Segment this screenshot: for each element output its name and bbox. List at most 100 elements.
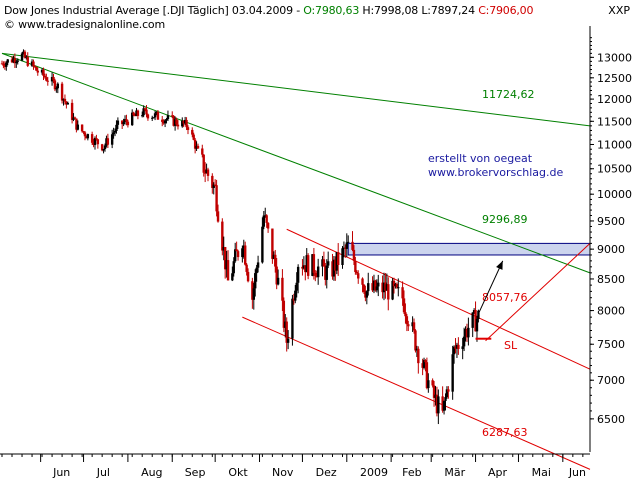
candle-body <box>132 112 135 116</box>
trendline-channel-lower <box>242 316 591 470</box>
candle-body <box>90 134 94 143</box>
candle-body <box>196 145 200 149</box>
candle-body <box>471 312 474 328</box>
candle-body <box>242 245 245 249</box>
candle-body <box>102 148 105 151</box>
y-tick-label: 10000 <box>597 188 632 201</box>
candle-body <box>193 139 197 149</box>
candle-body <box>367 283 370 292</box>
candle-body <box>13 58 17 64</box>
candle-body <box>342 247 346 249</box>
y-tick-label: 7500 <box>597 338 625 351</box>
candle-body <box>116 120 120 125</box>
x-tick-label: Dez <box>316 466 337 479</box>
candle-body <box>372 280 376 291</box>
candle-body <box>185 119 188 128</box>
y-tick-label: 12000 <box>597 93 632 106</box>
candle-body <box>361 278 364 285</box>
candle-body <box>294 290 297 301</box>
candle-body <box>472 310 476 313</box>
candle-body <box>474 310 477 332</box>
candle-body <box>354 260 357 273</box>
candle-body <box>291 298 294 339</box>
candle-body <box>232 261 235 274</box>
candle-body <box>12 58 15 63</box>
candle-body <box>282 300 286 328</box>
candle-body <box>211 175 214 188</box>
candle-body <box>477 310 480 319</box>
candle-body <box>285 321 288 343</box>
candle-body <box>141 115 144 117</box>
candle-body <box>357 273 360 279</box>
candle-body <box>166 115 170 120</box>
target-arrow-shaft <box>477 260 504 315</box>
candle-body <box>271 228 274 259</box>
candle-body <box>226 260 230 281</box>
candle-body <box>175 119 178 125</box>
candle-body <box>401 287 404 299</box>
candle-body <box>432 385 436 398</box>
candle-body <box>152 117 155 119</box>
x-tick-label: Nov <box>272 466 294 479</box>
candle-body <box>246 271 250 282</box>
candle-body <box>142 108 145 116</box>
candle-body <box>213 184 217 186</box>
y-tick-label: 9000 <box>597 243 625 256</box>
candle-body <box>10 59 14 63</box>
y-tick-label: 12500 <box>597 72 632 85</box>
candle-body <box>76 124 80 130</box>
candle-body <box>103 145 107 149</box>
candle-body <box>42 69 45 76</box>
instrument-label: Dow Jones Industrial Average [.DJI Tägli… <box>4 4 304 17</box>
candle-body <box>235 249 238 252</box>
candle-body <box>475 318 479 332</box>
candle-body <box>32 61 35 67</box>
candle-body <box>95 138 98 140</box>
candle-body <box>425 362 429 389</box>
candle-body <box>55 88 58 90</box>
candle-body <box>251 281 254 300</box>
candle-body <box>122 122 125 125</box>
candle-body <box>163 120 167 124</box>
candle-body <box>80 124 84 132</box>
candle-body <box>274 254 277 267</box>
candle-body <box>72 117 75 120</box>
candle-body <box>181 120 184 127</box>
y-tick-label: 11000 <box>597 138 632 151</box>
candle-body <box>377 282 380 287</box>
candle-body <box>130 112 134 126</box>
candle-body <box>304 265 307 273</box>
candle-body <box>331 261 334 277</box>
trendline-support-rising <box>485 243 591 342</box>
level-label: 11724,62 <box>482 88 535 101</box>
candle-body <box>275 266 278 285</box>
candle-body <box>195 145 198 149</box>
candle-body <box>6 59 9 63</box>
candle-body <box>202 154 205 173</box>
candle-body <box>281 277 284 301</box>
candle-body <box>106 138 110 145</box>
candle-body <box>335 252 338 271</box>
candle-body <box>381 282 384 293</box>
candle-body <box>206 169 210 176</box>
candle-body <box>424 360 427 363</box>
candle-body <box>402 298 406 313</box>
candle-body <box>455 344 459 349</box>
level-label: 9296,89 <box>482 213 528 226</box>
candle-body <box>284 321 287 328</box>
candle-body <box>23 51 27 58</box>
candle-body <box>205 169 208 174</box>
level-label: 6287,63 <box>482 426 528 439</box>
candle-body <box>417 348 420 364</box>
candle-body <box>254 273 257 289</box>
y-tick-label: 7000 <box>597 374 625 387</box>
candle-body <box>45 77 48 81</box>
candle-body <box>201 148 204 155</box>
candle-body <box>451 354 454 392</box>
candle-body <box>233 249 237 262</box>
x-tick-label: Mär <box>444 466 465 479</box>
candle-body <box>352 249 356 261</box>
candle-body <box>50 76 54 82</box>
candle-body <box>183 119 187 124</box>
